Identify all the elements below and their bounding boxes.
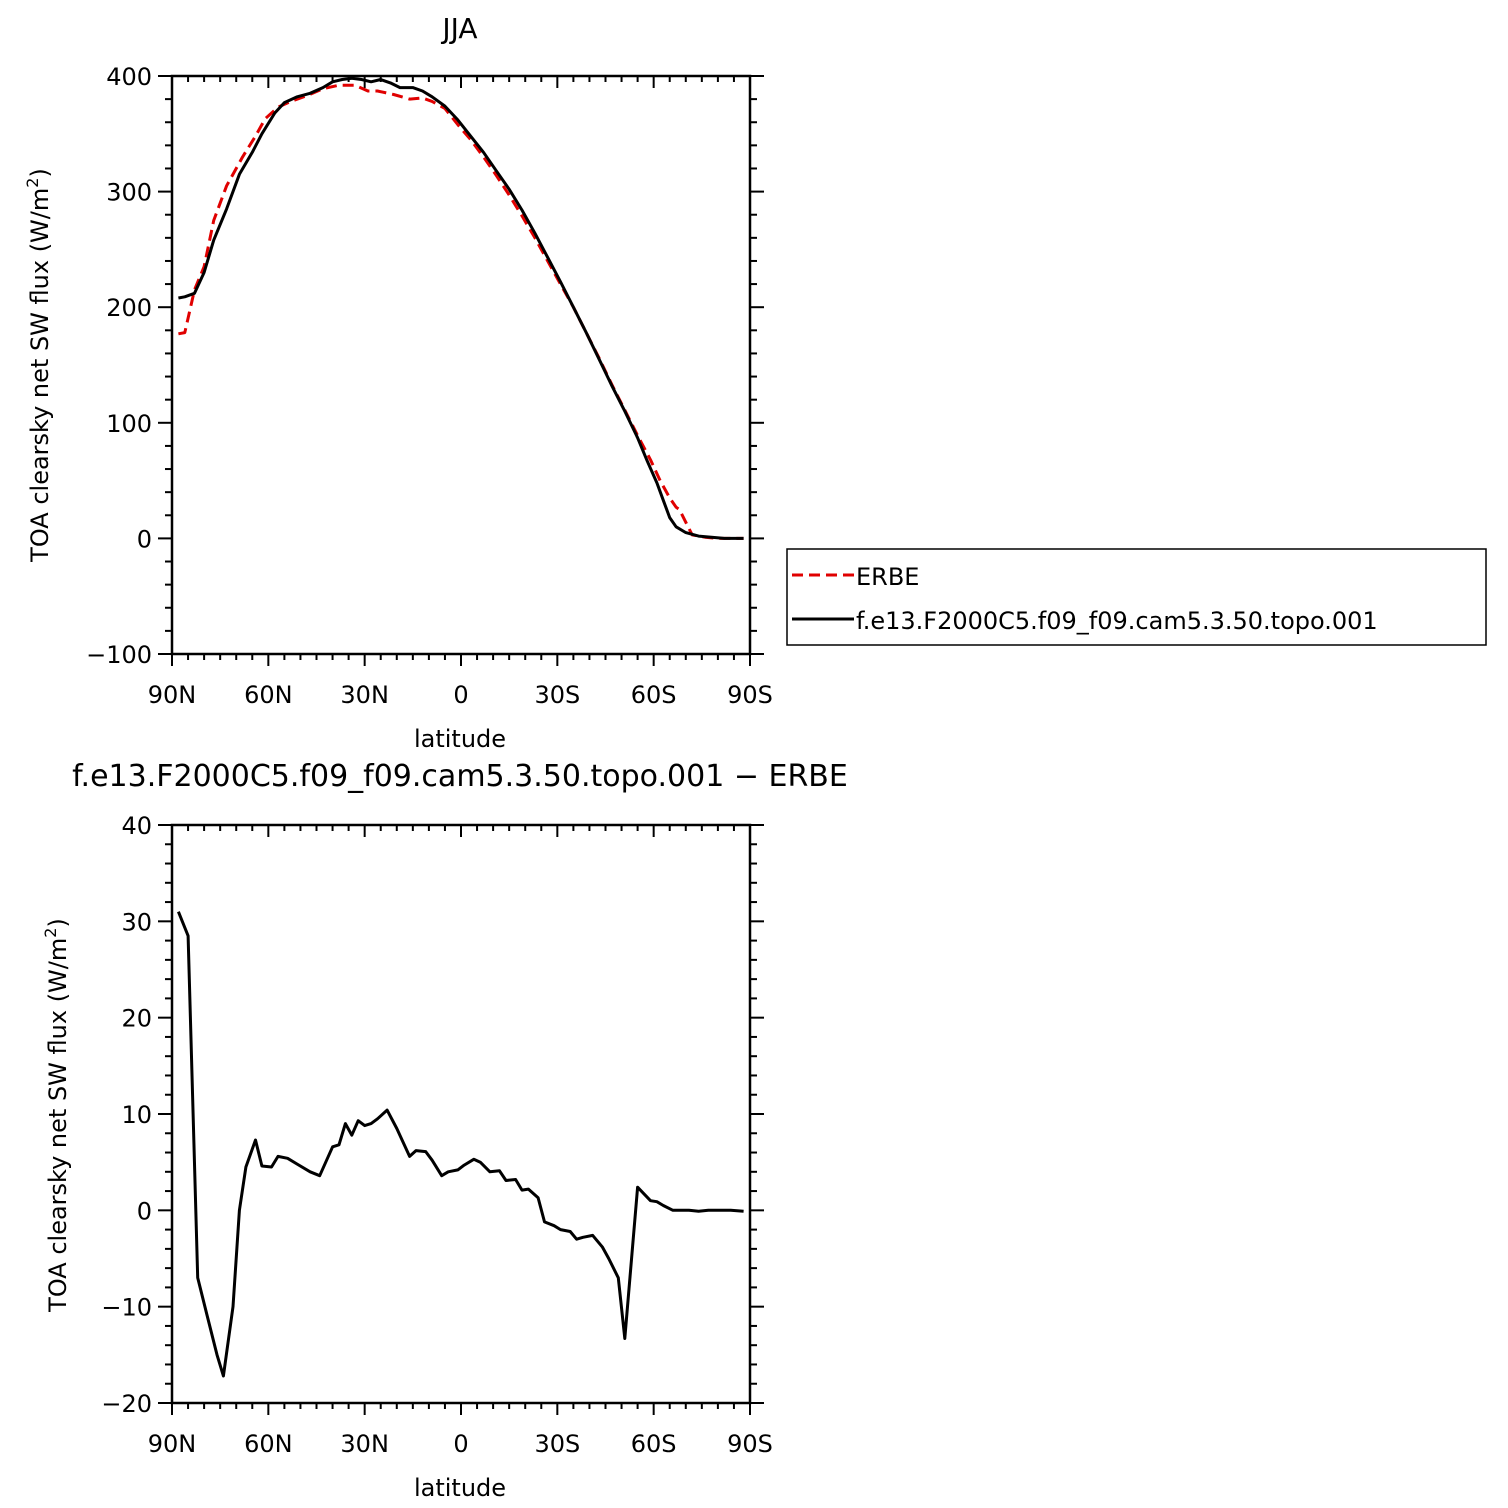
top-series-lines (178, 76, 744, 540)
y-tick-label: 40 (121, 812, 152, 840)
top-plot-frame (170, 74, 752, 656)
legend-box (786, 548, 1487, 646)
x-tick-label: 60S (631, 681, 677, 709)
x-tick-label: 60N (244, 681, 293, 709)
x-tick-label: 90N (148, 1430, 197, 1458)
legend-erbe-label: ERBE (856, 563, 919, 591)
y-tick-label: 200 (106, 294, 152, 322)
x-tick-label: 30N (340, 1430, 389, 1458)
y-tick-label: 20 (121, 1005, 152, 1033)
x-tick-label: 30S (534, 681, 580, 709)
y-tick-label: 100 (106, 410, 152, 438)
difference-series-line (177, 911, 744, 1378)
x-tick-label: 90S (727, 1430, 773, 1458)
bottom-chart-title: f.e13.F2000C5.f09_f09.cam5.3.50.topo.001… (72, 759, 848, 794)
model-series-line (178, 76, 744, 540)
bottom-axis-ticks (158, 824, 764, 1415)
x-tick-label: 30S (534, 1430, 580, 1458)
top-y-axis-label: TOA clearsky net SW flux (W/m2) (23, 168, 54, 563)
x-tick-label: 60N (244, 1430, 293, 1458)
y-tick-label: 10 (121, 1101, 152, 1129)
top-x-axis-label: latitude (414, 725, 506, 753)
bottom-plot-frame (170, 823, 752, 1405)
legend-model-label: f.e13.F2000C5.f09_f09.cam5.3.50.topo.001 (856, 607, 1378, 635)
top-axis-ticks (158, 75, 764, 666)
legend: ERBE f.e13.F2000C5.f09_f09.cam5.3.50.top… (786, 548, 1487, 646)
x-tick-label: 90N (148, 681, 197, 709)
top-chart-title: JJA (440, 12, 477, 45)
x-tick-label: 90S (727, 681, 773, 709)
bottom-series-lines (177, 911, 744, 1378)
bottom-chart-panel: f.e13.F2000C5.f09_f09.cam5.3.50.topo.001… (41, 759, 848, 1502)
x-tick-label: 60S (631, 1430, 677, 1458)
top-chart-panel: JJA TOA clearsky net SW flux (W/m2) 90N 6… (23, 12, 773, 753)
y-tick-label: −20 (101, 1390, 152, 1418)
bottom-y-axis-label: TOA clearsky net SW flux (W/m2) (41, 918, 72, 1313)
x-tick-label: 0 (453, 681, 468, 709)
y-tick-label: 300 (106, 179, 152, 207)
bottom-x-axis-label: latitude (414, 1474, 506, 1502)
y-tick-label: 400 (106, 63, 152, 91)
x-tick-label: 30N (340, 681, 389, 709)
erbe-series-line (178, 83, 744, 540)
y-tick-label: −10 (101, 1294, 152, 1322)
top-axis-tick-labels: 90N 60N 30N 0 30S 60S 90S −100 0 100 200 300 400 (86, 63, 773, 709)
y-tick-label: −100 (86, 641, 152, 669)
x-tick-label: 0 (453, 1430, 468, 1458)
y-tick-label: 0 (137, 1197, 152, 1225)
y-tick-label: 30 (121, 908, 152, 936)
y-tick-label: 0 (137, 525, 152, 553)
bottom-axis-tick-labels: 90N 60N 30N 0 30S 60S 90S −20 −10 0 10 20 30 40 (101, 812, 773, 1458)
